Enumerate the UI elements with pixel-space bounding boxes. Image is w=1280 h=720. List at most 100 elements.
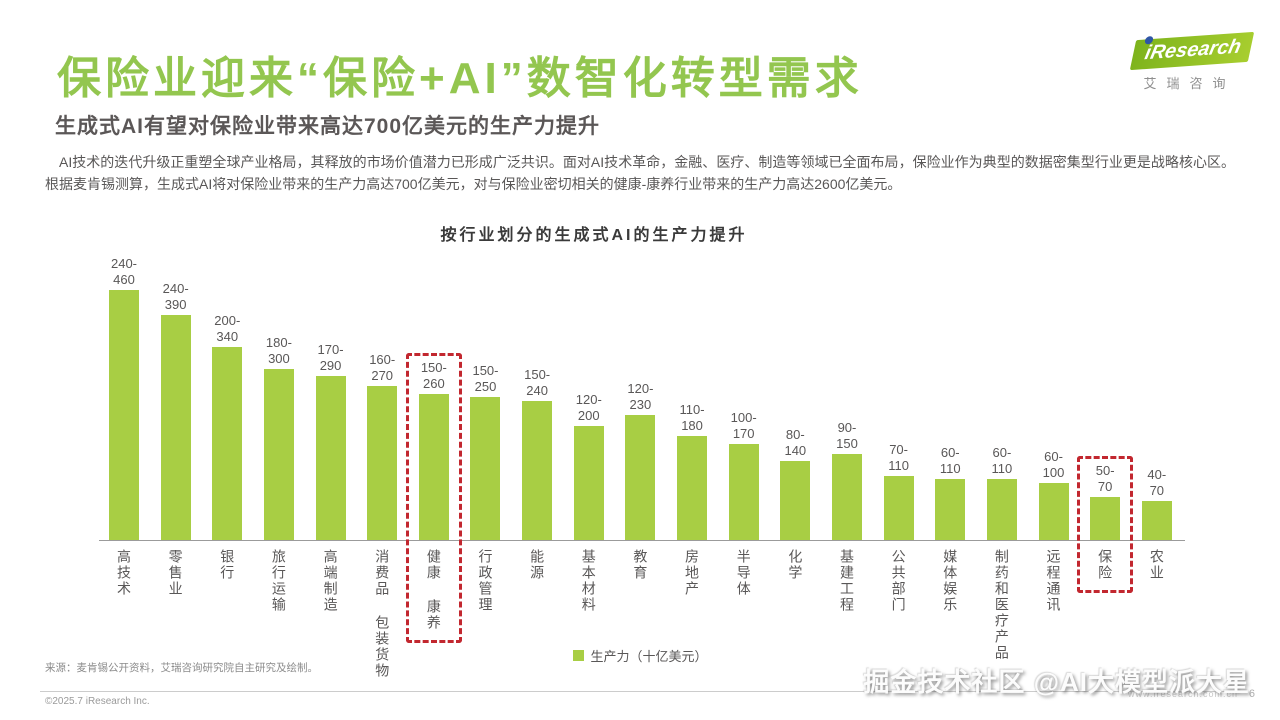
bar — [728, 444, 759, 540]
category-label: 健康 康养 — [425, 549, 442, 631]
intro-paragraph: AI技术的迭代升级正重塑全球产业格局，其释放的市场价值潜力已形成广泛共识。面对A… — [45, 154, 1235, 192]
bar — [160, 315, 191, 540]
bar — [677, 436, 708, 540]
website-url: www.iresearch.com.cn — [1127, 689, 1238, 699]
iresearch-logo: iResearch 艾瑞咨询 — [1127, 31, 1254, 92]
chart-column: 160- 270 — [357, 352, 407, 540]
bar-value-label: 50- 70 — [1095, 463, 1115, 494]
copyright-text: ©2025.7 iResearch Inc. — [45, 696, 150, 707]
category-label: 旅行运输 — [270, 549, 287, 613]
category-cell: 能源 — [512, 549, 562, 581]
chart-column: 150- 250 — [460, 363, 510, 540]
chart-column: 60- 110 — [977, 445, 1027, 540]
bar-value-label: 60- 110 — [991, 445, 1013, 476]
bar-value-label: 70- 110 — [888, 442, 909, 473]
category-cell: 消费品 包装货物 — [357, 549, 407, 679]
bar-value-label: 120- 230 — [627, 381, 654, 412]
x-axis-line — [99, 540, 1185, 541]
watermark-text: 掘金技术社区 @AI大模型派大星 — [863, 667, 1250, 697]
bar — [625, 415, 656, 540]
bar-value-label: 120- 200 — [575, 392, 602, 423]
category-cell: 媒体娱乐 — [925, 549, 975, 613]
bar — [831, 454, 862, 540]
bar — [315, 376, 346, 540]
bar-value-label: 100- 170 — [730, 410, 757, 441]
logo-brand-text: iResearch — [1142, 35, 1244, 65]
bar — [263, 369, 294, 540]
chart-column: 60- 100 — [1029, 449, 1079, 540]
chart-column: 90- 150 — [822, 420, 872, 540]
footer-divider — [40, 691, 1240, 692]
chart-column: 240- 460 — [99, 256, 149, 540]
page-number: 6 — [1248, 688, 1255, 700]
bar-value-label: 110- 180 — [679, 402, 705, 433]
chart-columns: 240- 460 240- 390 200- 340 180- 300 170- 290 160- 2… — [99, 240, 1182, 540]
bar-value-label: 170- 290 — [317, 342, 344, 373]
chart-column: 180- 300 — [254, 335, 304, 540]
bar — [470, 397, 501, 540]
bar-value-label: 180- 300 — [265, 335, 292, 366]
category-label: 公共部门 — [890, 549, 907, 613]
category-cell: 化学 — [770, 549, 820, 581]
category-cell: 高端制造 — [306, 549, 356, 613]
category-cell: 教育 — [615, 549, 665, 581]
category-cell: 制药和医疗产品 — [977, 549, 1027, 661]
bar-value-label: 60- 110 — [939, 445, 961, 476]
category-label: 能源 — [529, 549, 546, 581]
category-label: 零售业 — [167, 549, 184, 597]
category-label: 半导体 — [735, 549, 752, 597]
category-cell: 远程通讯 — [1029, 549, 1079, 613]
bar — [935, 479, 966, 540]
bar — [367, 386, 398, 540]
bar-value-label: 40- 70 — [1147, 467, 1167, 498]
category-label: 化学 — [787, 549, 804, 581]
legend-swatch — [573, 650, 585, 661]
category-cell: 农业 — [1132, 549, 1182, 581]
bar — [1090, 497, 1121, 540]
category-cell: 基建工程 — [822, 549, 872, 613]
category-label: 行政管理 — [477, 549, 494, 613]
bar-value-label: 200- 340 — [214, 313, 241, 344]
bar-value-label: 150- 250 — [472, 363, 499, 394]
bar — [573, 426, 604, 540]
chart-column: 150- 260 — [409, 360, 459, 540]
bar — [780, 461, 811, 540]
category-cell: 半导体 — [719, 549, 769, 597]
bar — [883, 476, 914, 540]
category-cell: 行政管理 — [460, 549, 510, 613]
chart-column: 150- 240 — [512, 367, 562, 540]
chart-title: 按行业划分的生成式AI的生产力提升 — [440, 227, 748, 244]
chart-column: 70- 110 — [874, 442, 924, 540]
logo-banner: iResearch — [1129, 31, 1254, 71]
category-label: 房地产 — [684, 549, 701, 597]
category-label: 制药和医疗产品 — [993, 549, 1010, 661]
category-label: 高技术 — [116, 549, 132, 597]
highlight-box — [405, 353, 462, 643]
chart-column: 240- 390 — [151, 281, 201, 540]
bar — [109, 290, 139, 540]
bar-value-label: 60- 100 — [1042, 449, 1065, 480]
category-label: 农业 — [1148, 549, 1165, 581]
category-cell: 房地产 — [667, 549, 717, 597]
category-cell: 健康 康养 — [409, 549, 459, 631]
bar — [986, 479, 1017, 540]
category-label: 教育 — [632, 549, 649, 581]
highlight-box — [1077, 456, 1134, 593]
category-cell: 基本材料 — [564, 549, 614, 613]
chart-column: 40- 70 — [1132, 467, 1182, 540]
category-cell: 零售业 — [151, 549, 201, 597]
bar-value-label: 160- 270 — [369, 352, 396, 383]
bar — [1038, 483, 1069, 540]
category-cell: 旅行运输 — [254, 549, 304, 613]
category-label: 保险 — [1097, 549, 1114, 581]
chart-column: 110- 180 — [667, 402, 717, 540]
category-label: 远程通讯 — [1045, 549, 1062, 613]
category-label: 银行 — [219, 549, 236, 581]
chart-categories: 高技术 零售业 银行 旅行运输 高端制造 消费品 包装货物 健康 康养 行政管理 能源 基本材料 教… — [99, 549, 1182, 679]
category-cell: 保险 — [1080, 549, 1130, 581]
page-subtitle: 生成式AI有望对保险业带来高达700亿美元的生产力提升 — [55, 115, 601, 138]
chart-column: 80- 140 — [770, 427, 820, 540]
category-label: 基建工程 — [838, 549, 855, 613]
page-title: 保险业迎来“保险+AI”数智化转型需求 — [57, 54, 863, 103]
